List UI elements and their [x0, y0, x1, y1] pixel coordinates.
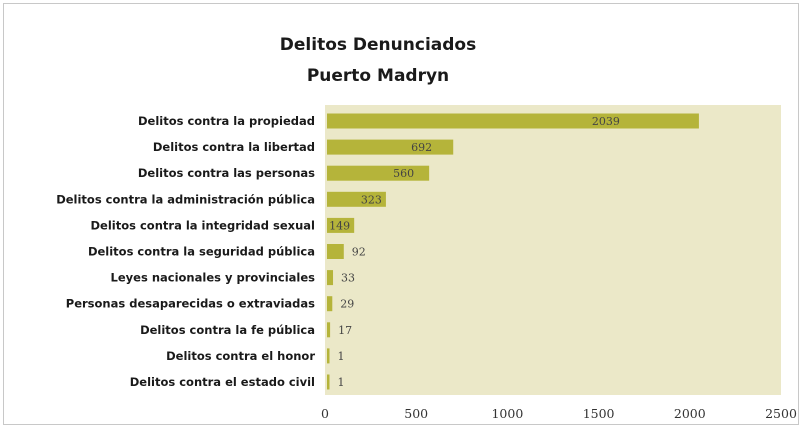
- data-label: 33: [341, 272, 355, 285]
- x-tick-label: 1000: [491, 406, 523, 421]
- bar: [327, 139, 454, 155]
- chart-title: Delitos Denunciados: [280, 35, 476, 55]
- bar: [327, 322, 331, 338]
- category-label: Delitos contra el honor: [166, 349, 315, 363]
- bar: [327, 270, 334, 286]
- bar: [327, 348, 330, 364]
- bar: [327, 296, 333, 312]
- data-label: 2039: [592, 115, 620, 128]
- bar: [327, 217, 355, 233]
- category-label: Delitos contra la integridad sexual: [91, 218, 315, 232]
- data-label: 29: [340, 298, 354, 311]
- chart-frame: Delitos Denunciados Puerto Madryn Delito…: [3, 3, 799, 425]
- chart-subtitle: Puerto Madryn: [307, 66, 449, 86]
- x-tick-label: 2000: [674, 406, 706, 421]
- data-label: 92: [352, 246, 366, 259]
- category-label: Delitos contra las personas: [138, 166, 315, 180]
- bar-chart: Delitos Denunciados Puerto Madryn Delito…: [56, 35, 797, 421]
- category-label: Delitos contra la propiedad: [138, 114, 315, 128]
- data-label: 323: [361, 193, 382, 206]
- data-label: 560: [393, 167, 414, 180]
- bar: [327, 191, 386, 207]
- category-label: Leyes nacionales y provinciales: [111, 271, 316, 285]
- data-label: 149: [329, 219, 350, 232]
- data-label: 692: [411, 141, 432, 154]
- bar: [327, 374, 330, 390]
- x-tick-label: 500: [404, 406, 428, 421]
- category-label: Delitos contra la administración pública: [56, 192, 315, 206]
- bar: [327, 165, 430, 181]
- data-label: 1: [338, 350, 345, 363]
- category-label: Delitos contra la seguridad pública: [88, 245, 315, 259]
- x-tick-label: 1500: [583, 406, 615, 421]
- category-label: Delitos contra la libertad: [153, 140, 315, 154]
- category-label: Delitos contra la fe pública: [140, 323, 315, 337]
- bar: [327, 244, 344, 259]
- bar: [327, 113, 699, 129]
- x-tick-label: 2500: [765, 406, 797, 421]
- data-label: 17: [338, 324, 352, 337]
- category-label: Delitos contra el estado civil: [130, 375, 315, 389]
- category-label: Personas desaparecidas o extraviadas: [66, 297, 315, 311]
- x-tick-label: 0: [321, 406, 329, 421]
- data-label: 1: [338, 376, 345, 389]
